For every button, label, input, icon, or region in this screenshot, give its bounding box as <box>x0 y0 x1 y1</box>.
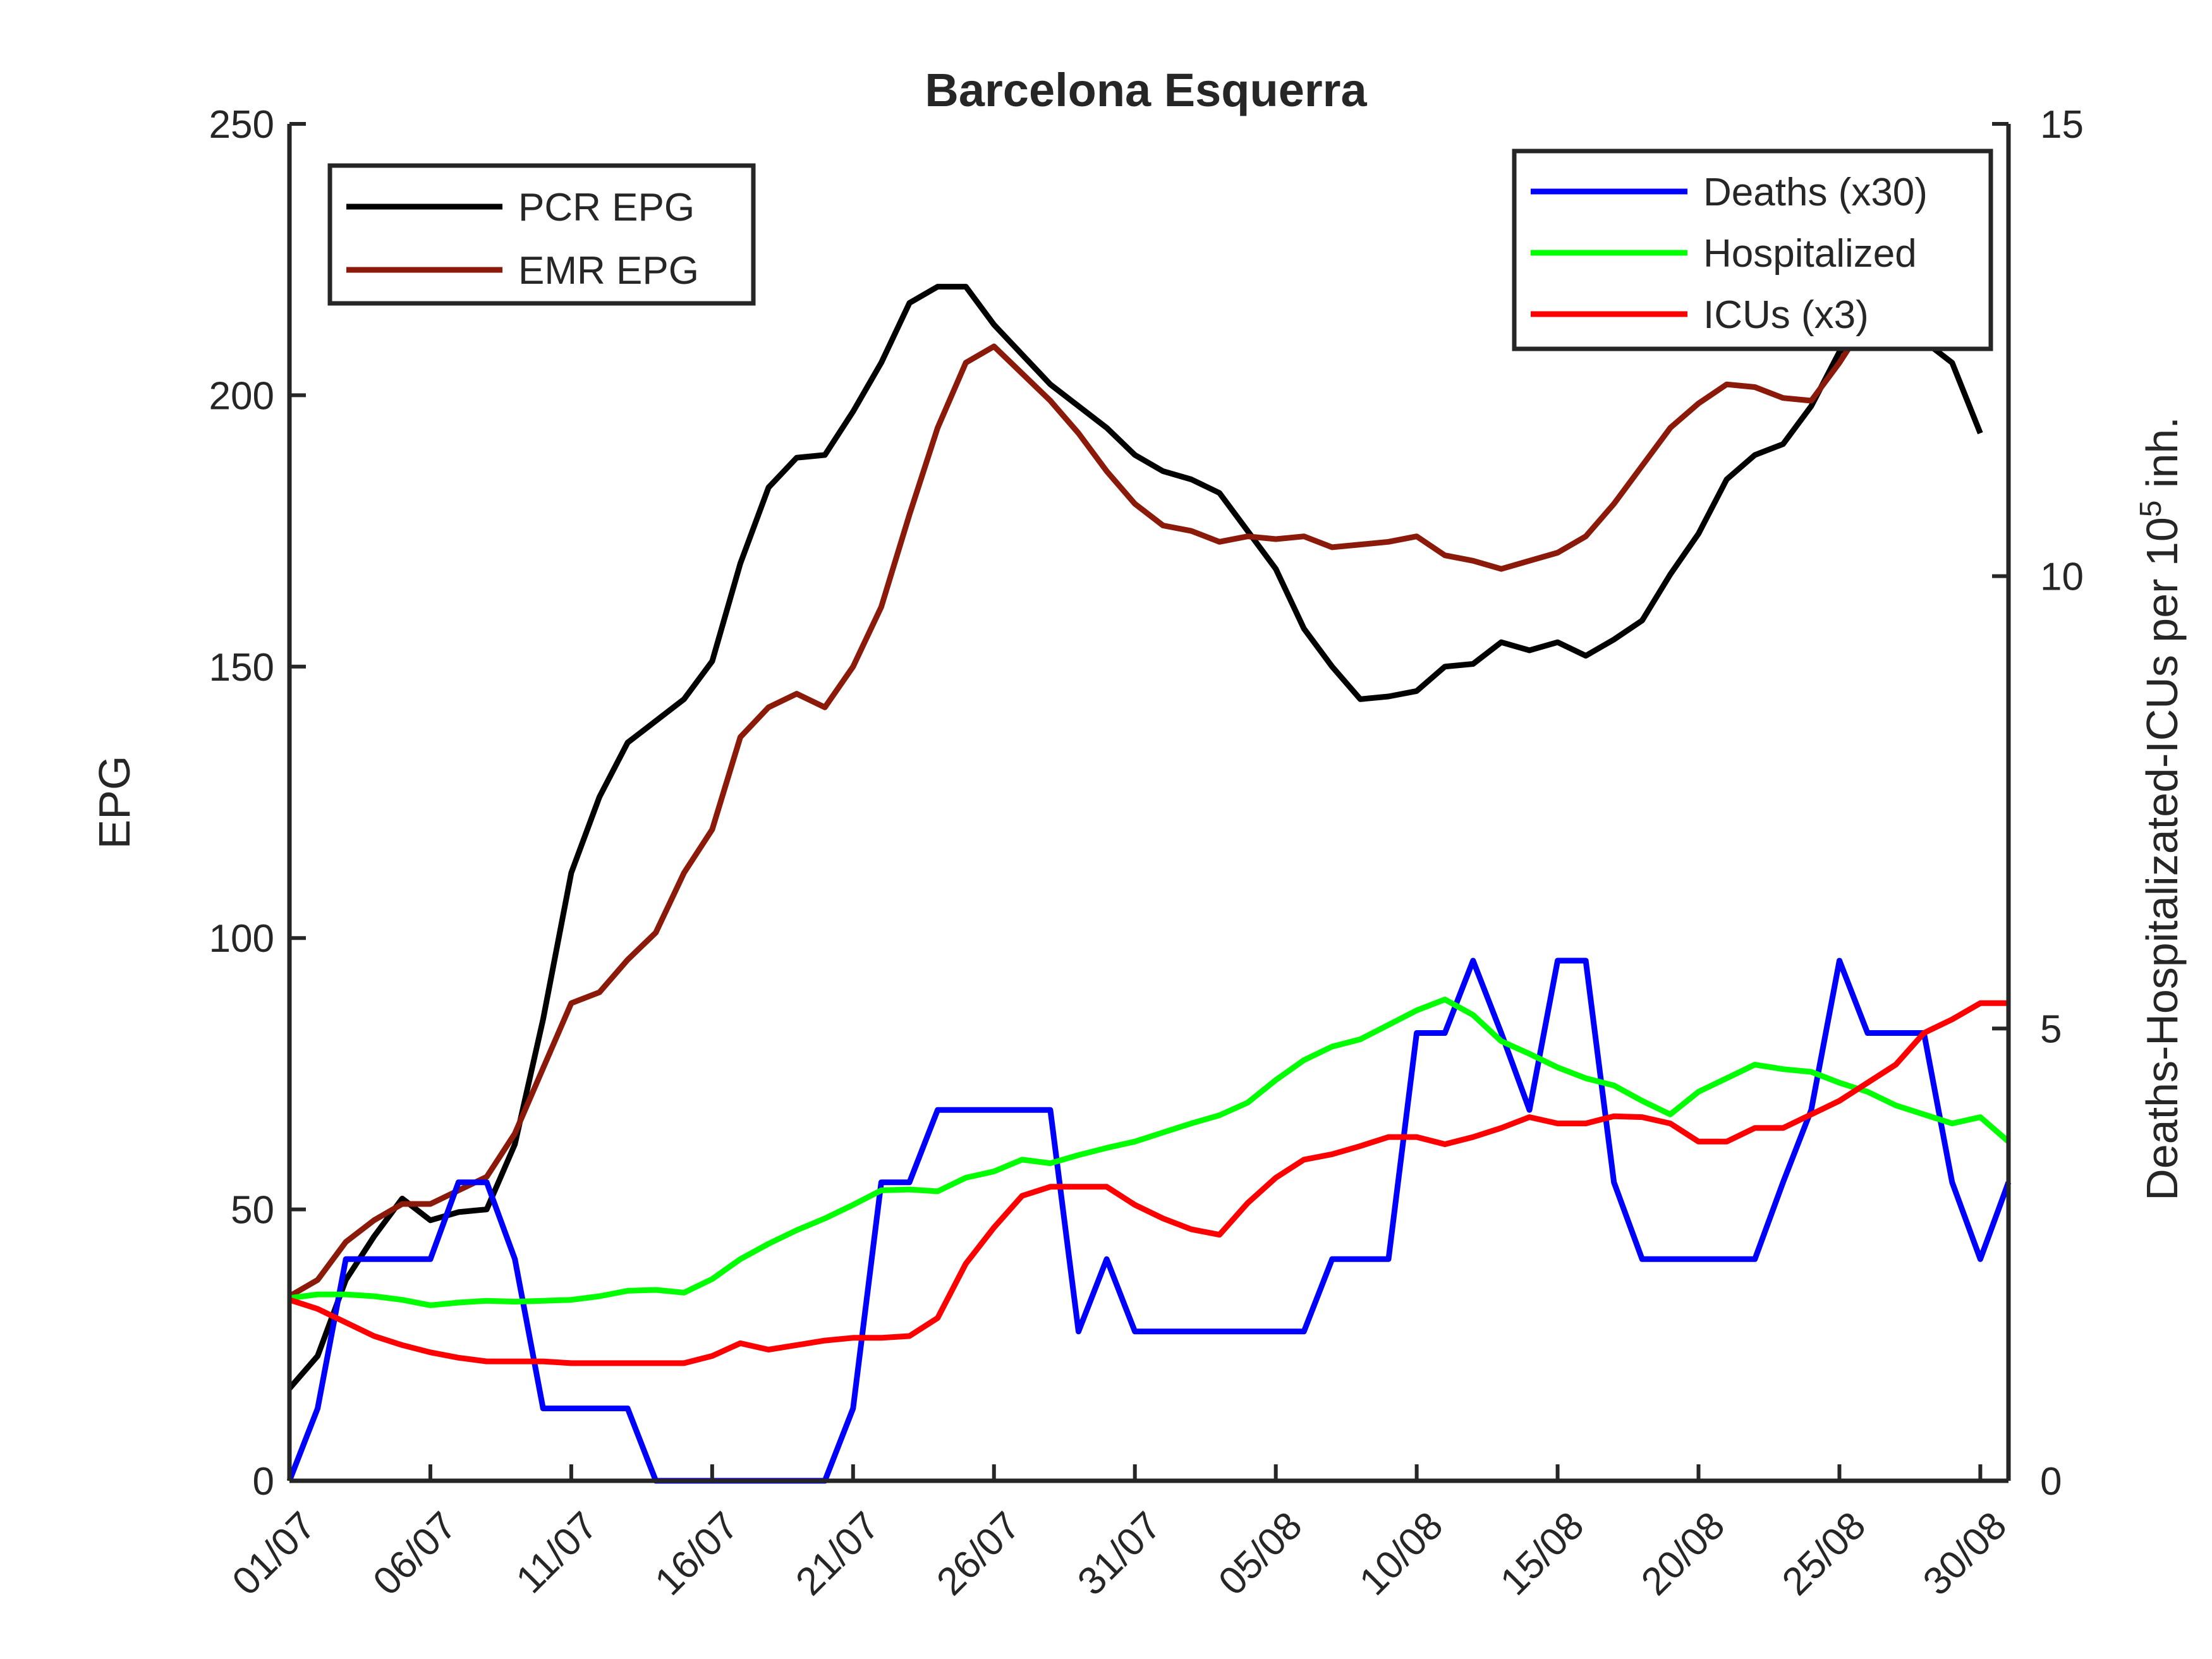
series-layer <box>286 251 2012 1484</box>
legend-box-left <box>327 163 756 306</box>
legend-label-icus-x3: ICUs (x3) <box>1703 293 1869 337</box>
series-line-pcr-epg <box>287 284 1983 1390</box>
left-y-tick-label: 250 <box>209 103 274 147</box>
chart-title: Barcelona Esquerra <box>925 64 1367 116</box>
legend-label-deaths-x30: Deaths (x30) <box>1703 171 1928 214</box>
legend-label-pcr-epg: PCR EPG <box>518 186 695 229</box>
series-line-hospitalized <box>289 997 2010 1308</box>
series-line-icus-x3 <box>288 1000 2008 1366</box>
right-y-tick-label: 15 <box>2040 103 2084 147</box>
left-y-tick-label: 150 <box>209 646 274 690</box>
left-y-axis-label: EPG <box>90 756 139 849</box>
right-y-tick-label: 5 <box>2040 1007 2062 1051</box>
left-y-tick-label: 50 <box>231 1189 274 1232</box>
series-line-emr-epg <box>288 251 1983 1299</box>
legend-label-hospitalized: Hospitalized <box>1703 232 1917 276</box>
right-y-tick-label: 0 <box>2040 1460 2062 1504</box>
right-y-axis-label: Deaths-Hospitalizated-ICUs per 105 inh. <box>2134 416 2187 1201</box>
legend-layer: PCR EPG EMR EPG Deaths (x30) Hospitalized IC… <box>327 149 1993 351</box>
left-y-tick-label: 0 <box>253 1460 274 1504</box>
legend-label-emr-epg: EMR EPG <box>518 249 699 293</box>
right-y-tick-label: 10 <box>2040 556 2084 599</box>
series-line-deaths-x30 <box>286 957 2012 1484</box>
left-y-tick-label: 100 <box>209 917 274 961</box>
left-y-tick-label: 200 <box>209 374 274 418</box>
